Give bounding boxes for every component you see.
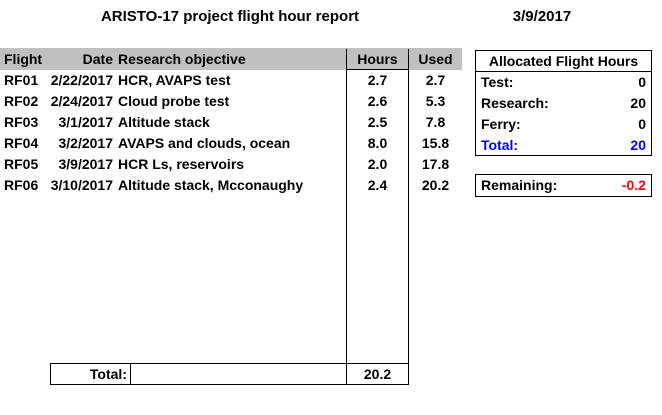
table-row: RF04 3/2/2017 AVAPS and clouds, ocean 8.… bbox=[0, 133, 462, 154]
table-row: RF05 3/9/2017 HCR Ls, reservoirs 2.0 17.… bbox=[0, 154, 462, 175]
flight-hours: 2.4 bbox=[367, 177, 388, 193]
flight-id: RF02 bbox=[4, 93, 39, 109]
flight-id: RF04 bbox=[4, 135, 39, 151]
cumulative-used-hours: 5.3 bbox=[425, 93, 446, 109]
allocation-value: 20 bbox=[630, 137, 646, 153]
total-row: Total: 20.2 bbox=[50, 363, 409, 385]
cumulative-used-hours: 15.8 bbox=[421, 135, 450, 151]
flight-id: RF06 bbox=[4, 177, 39, 193]
flight-date: 2/22/2017 bbox=[50, 72, 113, 88]
flight-id: RF05 bbox=[4, 156, 39, 172]
allocation-label: Research: bbox=[481, 95, 549, 111]
allocation-label: Total: bbox=[481, 137, 519, 153]
flight-id: RF01 bbox=[4, 72, 39, 88]
allocation-row: Total: 20 bbox=[476, 135, 651, 156]
allocation-row: Test: 0 bbox=[476, 72, 651, 93]
column-header-used: Used bbox=[418, 51, 453, 67]
table-header-row: Flight Date Research objective Hours Use… bbox=[0, 48, 462, 70]
allocated-flight-hours-panel: Allocated Flight Hours Test: 0 Research:… bbox=[475, 50, 652, 156]
total-label: Total: bbox=[51, 364, 131, 384]
research-objective: HCR, AVAPS test bbox=[118, 72, 231, 88]
allocation-label: Test: bbox=[481, 74, 514, 90]
research-objective: Cloud probe test bbox=[118, 93, 230, 109]
allocation-rows: Test: 0 Research: 20 Ferry: 0 Total: 20 bbox=[476, 72, 651, 156]
table-row: RF01 2/22/2017 HCR, AVAPS test 2.7 2.7 bbox=[0, 70, 462, 91]
table-row: RF06 3/10/2017 Altitude stack, Mcconaugh… bbox=[0, 175, 462, 196]
column-header-flight: Flight bbox=[4, 51, 43, 67]
page-title: ARISTO-17 project flight hour report bbox=[100, 8, 360, 25]
cumulative-used-hours: 2.7 bbox=[425, 72, 446, 88]
flight-date: 3/2/2017 bbox=[58, 135, 114, 151]
allocation-value: 20 bbox=[630, 95, 646, 111]
column-header-research-objective: Research objective bbox=[118, 51, 246, 67]
research-objective: AVAPS and clouds, ocean bbox=[118, 135, 291, 151]
research-objective: HCR Ls, reservoirs bbox=[118, 156, 245, 172]
research-objective: Altitude stack bbox=[118, 114, 210, 130]
remaining-value: -0.2 bbox=[621, 177, 646, 193]
table-row: RF02 2/24/2017 Cloud probe test 2.6 5.3 bbox=[0, 91, 462, 112]
allocation-row: Ferry: 0 bbox=[476, 114, 651, 135]
allocation-label: Ferry: bbox=[481, 116, 521, 132]
allocation-value: 0 bbox=[638, 116, 646, 132]
remaining-label: Remaining: bbox=[481, 177, 558, 193]
cumulative-used-hours: 20.2 bbox=[421, 177, 450, 193]
allocation-row: Research: 20 bbox=[476, 93, 651, 114]
flight-date: 3/9/2017 bbox=[58, 156, 114, 172]
hours-header-underline bbox=[346, 69, 409, 70]
flight-date: 2/24/2017 bbox=[50, 93, 113, 109]
cumulative-used-hours: 17.8 bbox=[421, 156, 450, 172]
allocated-panel-title: Allocated Flight Hours bbox=[476, 51, 651, 72]
remaining-panel: Remaining: -0.2 bbox=[475, 174, 652, 197]
flight-hours: 2.5 bbox=[367, 114, 388, 130]
flight-hours: 2.6 bbox=[367, 93, 388, 109]
table-row: RF03 3/1/2017 Altitude stack 2.5 7.8 bbox=[0, 112, 462, 133]
total-hours-value: 20.2 bbox=[346, 364, 408, 384]
research-objective: Altitude stack, Mcconaughy bbox=[118, 177, 304, 193]
column-header-hours: Hours bbox=[357, 51, 398, 67]
report-date: 3/9/2017 bbox=[512, 8, 572, 25]
flight-date: 3/10/2017 bbox=[50, 177, 113, 193]
column-header-date: Date bbox=[82, 51, 113, 67]
cumulative-used-hours: 7.8 bbox=[425, 114, 446, 130]
flight-hours: 2.7 bbox=[367, 72, 388, 88]
flight-hours: 2.0 bbox=[367, 156, 388, 172]
allocation-value: 0 bbox=[638, 74, 646, 90]
flight-hours: 8.0 bbox=[367, 135, 388, 151]
flight-id: RF03 bbox=[4, 114, 39, 130]
flight-date: 3/1/2017 bbox=[58, 114, 114, 130]
